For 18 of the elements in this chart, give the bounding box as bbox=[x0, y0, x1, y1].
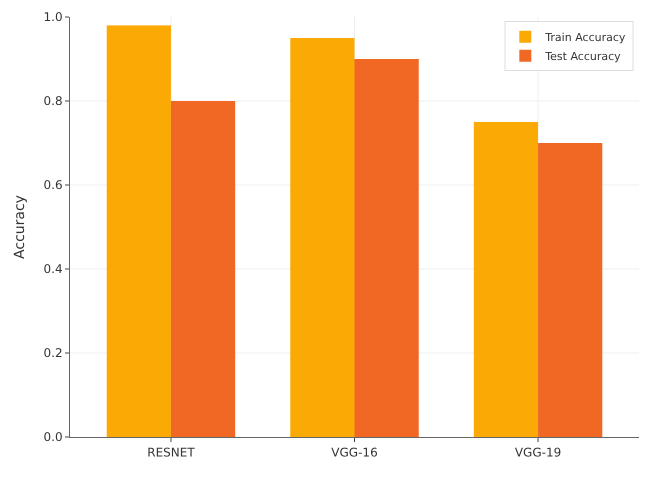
y-tick-label: 0.2 bbox=[44, 346, 63, 360]
legend-label: Train Accuracy bbox=[544, 30, 626, 44]
y-tick-label: 0.6 bbox=[44, 178, 63, 192]
y-tick-label: 0.8 bbox=[44, 94, 63, 108]
y-tick-label: 0.0 bbox=[44, 430, 63, 444]
x-tick-label: VGG-19 bbox=[514, 445, 562, 460]
bar bbox=[538, 143, 602, 437]
x-tick-label: VGG-16 bbox=[331, 445, 378, 460]
bar bbox=[290, 38, 354, 437]
y-tick-label: 1.0 bbox=[44, 10, 63, 24]
legend-label: Test Accuracy bbox=[544, 50, 622, 63]
bar bbox=[474, 122, 538, 437]
bar bbox=[106, 25, 171, 437]
bar bbox=[170, 101, 236, 437]
y-axis-title: Accuracy bbox=[12, 195, 28, 259]
bar bbox=[354, 59, 419, 437]
y-tick-label: 0.4 bbox=[44, 262, 63, 276]
x-tick-label: RESNET bbox=[147, 445, 196, 460]
